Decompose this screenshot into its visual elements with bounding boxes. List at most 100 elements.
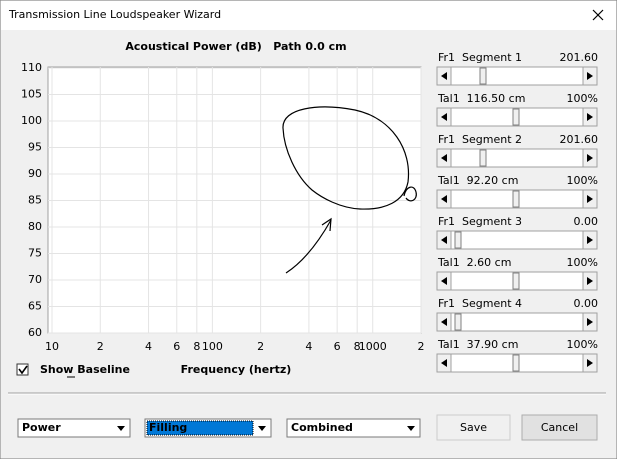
y-tick-label: 70 [28, 273, 42, 286]
y-tick-label: 110 [21, 61, 42, 74]
x-tick-label: 8 [193, 340, 200, 353]
left-arrow [441, 72, 447, 80]
slider[interactable] [436, 271, 598, 291]
x-tick-label: 1000 [359, 340, 387, 353]
slider[interactable] [436, 353, 598, 373]
segment-label: Fr1 Segment 3 [438, 215, 522, 228]
segment-value: 201.60 [560, 51, 599, 64]
y-tick-label: 105 [21, 88, 42, 101]
dropdown-arrow [117, 426, 125, 431]
dropdown-text: Filling [149, 421, 187, 434]
x-tick-label: 4 [305, 340, 312, 353]
segment-value: 0.00 [574, 297, 599, 310]
right-arrow [587, 359, 593, 367]
dropdown-arrow [407, 426, 415, 431]
segment-value: 0.00 [574, 215, 599, 228]
slider[interactable] [436, 230, 598, 250]
dropdown-box[interactable] [17, 418, 131, 438]
slider-thumb[interactable] [479, 67, 487, 85]
button [436, 414, 511, 441]
title-bar [1, 1, 616, 30]
right-arrow [587, 318, 593, 326]
tal-percent: 100% [567, 338, 598, 351]
slider-track[interactable] [436, 66, 598, 86]
button-label[interactable]: Cancel [541, 421, 578, 434]
x-tick-label: 2 [257, 340, 264, 353]
x-tick-label: 6 [173, 340, 180, 353]
slider[interactable] [436, 189, 598, 209]
segment-panel: Fr1 Segment 1 201.60 Tal1 116.50 cm 100% Fr1… [436, 51, 599, 373]
slider-thumb[interactable] [454, 313, 462, 331]
tal-label: Tal1 2.60 cm [437, 256, 511, 269]
x-tick-label: 10 [45, 340, 59, 353]
dropdown[interactable]: Power [17, 418, 131, 438]
y-tick-label: 95 [28, 141, 42, 154]
slider[interactable] [436, 312, 598, 332]
right-arrow [587, 236, 593, 244]
segment-label: Fr1 Segment 4 [438, 297, 522, 310]
slider-thumb[interactable] [512, 108, 520, 126]
right-arrow [587, 113, 593, 121]
bottom-controls: Power Filling Combined Save Cancel [17, 414, 598, 441]
right-arrow [587, 154, 593, 162]
y-tick-label: 90 [28, 167, 42, 180]
dropdown-text: Power [22, 421, 61, 434]
left-arrow [441, 236, 447, 244]
chart-title: Acoustical Power (dB) Path 0.0 cm [125, 40, 346, 53]
dropdown-text: Combined [291, 421, 353, 434]
y-tick-label: 60 [28, 326, 42, 339]
close-button[interactable] [592, 9, 604, 21]
slider-thumb[interactable] [512, 272, 520, 290]
right-arrow [587, 277, 593, 285]
baseline-checkbox[interactable] [16, 363, 29, 376]
dropdown-box[interactable] [286, 418, 421, 438]
y-tick-label: 80 [28, 220, 42, 233]
right-arrow [587, 72, 593, 80]
slider-track[interactable] [436, 148, 598, 168]
segment-label: Fr1 Segment 1 [438, 51, 522, 64]
dropdown-selection [146, 420, 254, 436]
y-tick-label: 65 [28, 300, 42, 313]
tal-percent: 100% [567, 92, 598, 105]
tal-percent: 100% [567, 174, 598, 187]
tal-label: Tal1 116.50 cm [437, 92, 525, 105]
x-tick-label: 8 [354, 340, 361, 353]
slider[interactable] [436, 107, 598, 127]
left-arrow [441, 318, 447, 326]
slider[interactable] [436, 66, 598, 86]
window-title: Transmission Line Loudspeaker Wizard [8, 8, 221, 21]
x-tick-label: 100 [202, 340, 223, 353]
button[interactable] [521, 414, 598, 441]
left-arrow [441, 359, 447, 367]
slider-thumb[interactable] [454, 231, 462, 249]
slider-thumb[interactable] [479, 149, 487, 167]
left-arrow [441, 195, 447, 203]
tal-percent: 100% [567, 256, 598, 269]
dropdown[interactable]: Filling [144, 418, 272, 438]
x-tick-label: 2 [418, 340, 425, 353]
right-arrow [587, 195, 593, 203]
left-arrow [441, 277, 447, 285]
slider[interactable] [436, 148, 598, 168]
tal-label: Tal1 37.90 cm [437, 338, 518, 351]
segment-value: 201.60 [560, 133, 599, 146]
dropdown-arrow [258, 426, 266, 431]
show-baseline-label[interactable]: Show Baseline [40, 363, 130, 376]
y-tick-label: 75 [28, 247, 42, 260]
tal-label: Tal1 92.20 cm [437, 174, 518, 187]
button-label: Save [460, 421, 487, 434]
x-tick-label: 2 [97, 340, 104, 353]
annotation [282, 106, 417, 274]
x-axis-label: Frequency (hertz) [181, 363, 292, 376]
dropdown[interactable]: Combined [286, 418, 421, 438]
left-arrow [441, 154, 447, 162]
y-tick-label: 100 [21, 114, 42, 127]
slider-thumb[interactable] [512, 354, 520, 372]
x-tick-label: 6 [334, 340, 341, 353]
slider-thumb[interactable] [512, 190, 520, 208]
segment-label: Fr1 Segment 2 [438, 133, 522, 146]
y-tick-label: 85 [28, 194, 42, 207]
x-tick-label: 4 [145, 340, 152, 353]
